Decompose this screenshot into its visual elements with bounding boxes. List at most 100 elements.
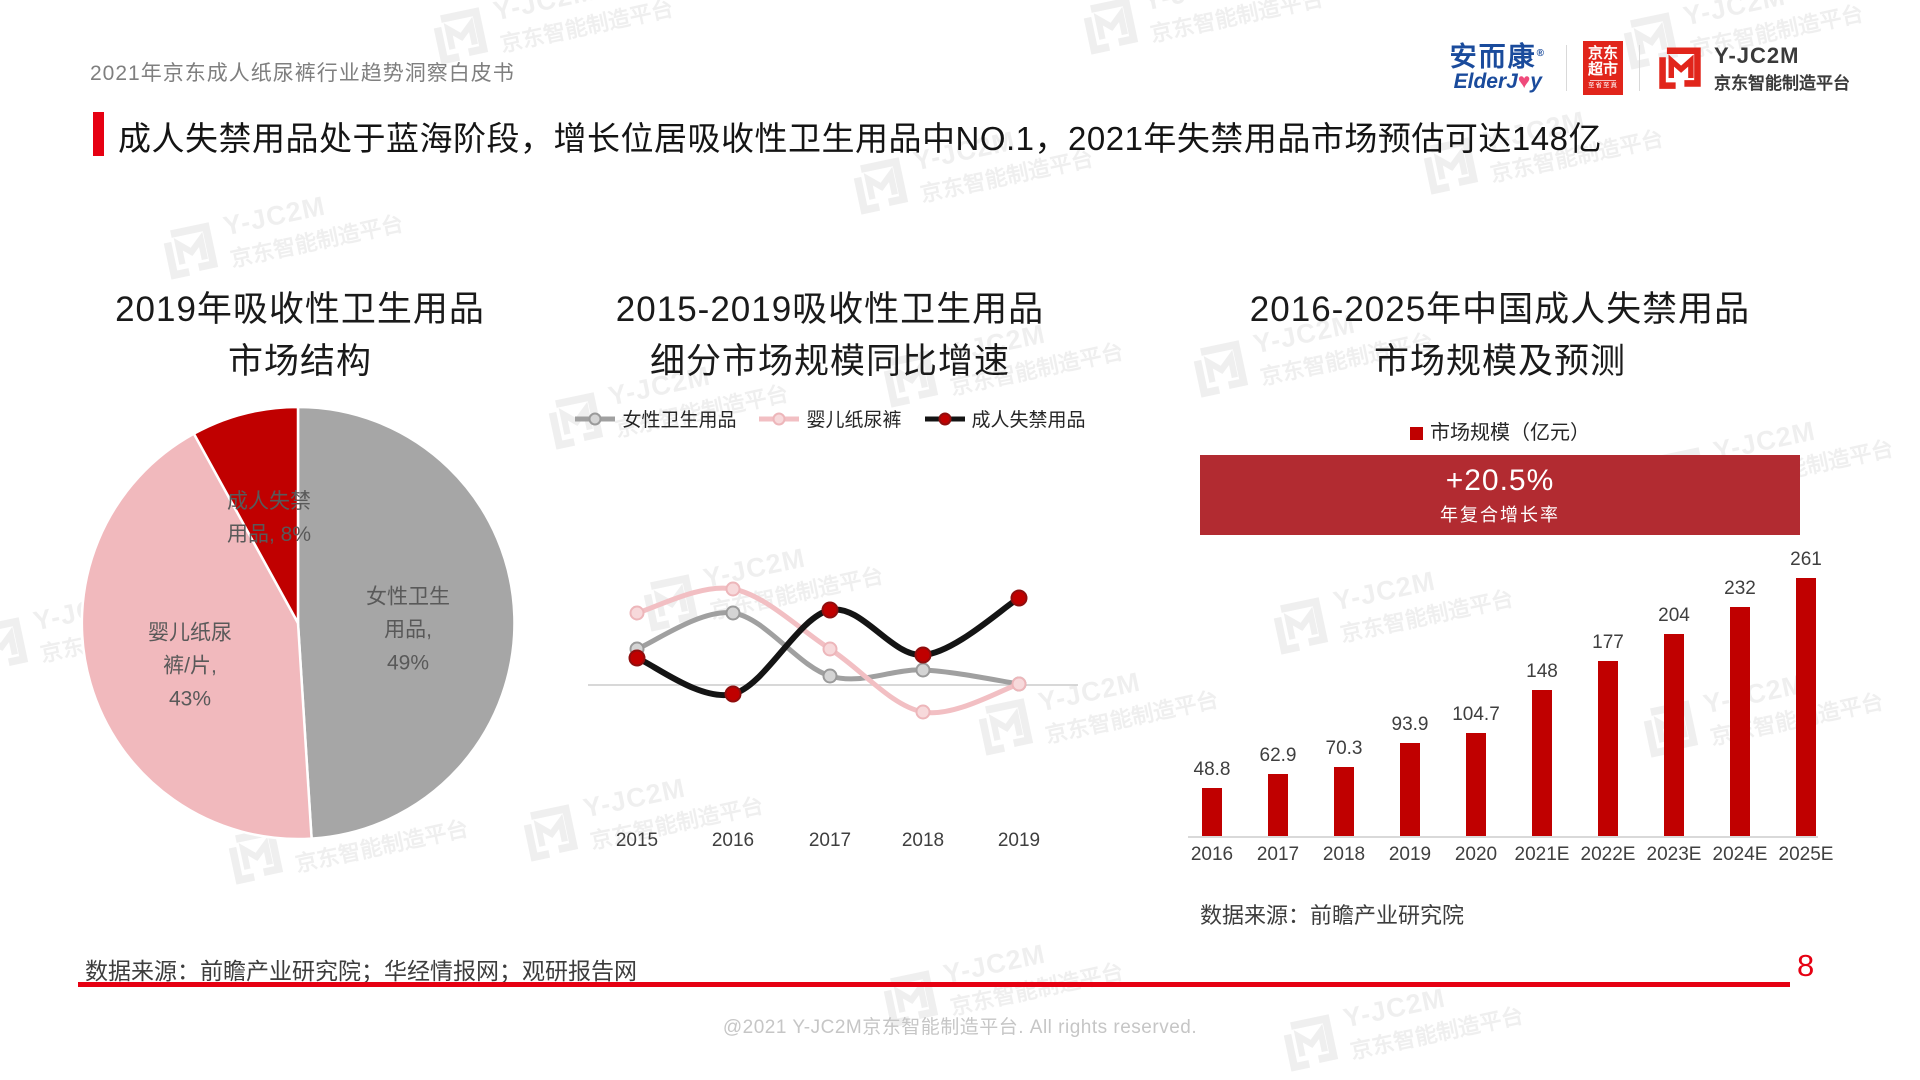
line-data-point bbox=[628, 649, 646, 667]
line-x-axis-label: 2015 bbox=[615, 830, 659, 851]
bar bbox=[1334, 767, 1354, 836]
pie-slice bbox=[296, 405, 516, 840]
bar-value-label: 104.7 bbox=[1452, 704, 1500, 725]
bar-chart-title: 2016-2025年中国成人失禁用品 市场规模及预测 bbox=[1190, 284, 1810, 388]
elderjoy-logo: 安而康® ElderJ♥y bbox=[1450, 43, 1566, 93]
bar-value-label: 48.8 bbox=[1193, 759, 1231, 780]
pie-slice-label: 女性卫生 用品, 49% bbox=[366, 585, 450, 675]
line-data-point bbox=[915, 704, 931, 720]
bar bbox=[1202, 788, 1222, 836]
bar-axis-label: 2018 bbox=[1322, 844, 1366, 865]
bar-slot: 104.7 2020 bbox=[1443, 560, 1509, 865]
line-data-point bbox=[1010, 589, 1028, 607]
cagr-label: 年复合增长率 bbox=[1440, 505, 1560, 525]
legend-label: 成人失禁用品 bbox=[971, 410, 1086, 431]
line-data-point bbox=[914, 646, 932, 664]
legend-label: 婴儿纸尿裤 bbox=[806, 410, 902, 431]
bar bbox=[1796, 578, 1816, 836]
legend-marker-icon bbox=[924, 412, 965, 425]
line-chart bbox=[588, 581, 1078, 720]
legend-marker-icon bbox=[759, 412, 800, 425]
yjc2m-logo: Y-JC2M 京东智能制造平台 bbox=[1656, 42, 1850, 95]
yjc2m-name: Y-JC2M bbox=[1714, 42, 1800, 68]
bar-value-label: 62.9 bbox=[1259, 745, 1297, 766]
line-data-point bbox=[725, 581, 741, 597]
line-chart-legend: 女性卫生用品 婴儿纸尿裤 成人失禁用品 bbox=[540, 405, 1120, 432]
bar-slot: 261 2025E bbox=[1773, 549, 1839, 865]
line-x-axis-label: 2016 bbox=[711, 830, 755, 851]
bar-axis-label: 2016 bbox=[1190, 844, 1234, 865]
line-x-axis-label: 2019 bbox=[997, 830, 1041, 851]
bar-slot: 148 2021E bbox=[1509, 560, 1575, 865]
cagr-banner: +20.5% 年复合增长率 bbox=[1200, 455, 1800, 535]
yjc2m-mark-icon bbox=[1656, 42, 1704, 95]
copyright: @2021 Y-JC2M京东智能制造平台. All rights reserve… bbox=[722, 1017, 1198, 1038]
bar-value-label: 148 bbox=[1526, 661, 1558, 682]
bar-slot: 177 2022E bbox=[1575, 560, 1641, 865]
bar-axis-label: 2023E bbox=[1646, 844, 1702, 865]
registered-mark-icon: ® bbox=[1536, 47, 1546, 59]
line-data-point bbox=[724, 685, 742, 703]
bar-chart-plot: 48.8 2016 62.9 2017 70.3 2018 93.9 2019 104.7 202… bbox=[1188, 549, 1833, 865]
bar bbox=[1400, 743, 1420, 836]
bar-value-label: 93.9 bbox=[1391, 714, 1429, 735]
yjc2m-subtitle: 京东智能制造平台 bbox=[1714, 73, 1850, 93]
jd-badge-line1: 京东 bbox=[1587, 45, 1618, 63]
bar bbox=[1466, 733, 1486, 836]
bar-title-line1: 2016-2025年中国成人失禁用品 bbox=[1249, 290, 1751, 329]
line-data-point bbox=[629, 605, 645, 621]
pie-title-line2: 市场结构 bbox=[227, 342, 372, 381]
legend-label: 女性卫生用品 bbox=[622, 410, 737, 431]
legend-item: 女性卫生用品 bbox=[574, 405, 736, 432]
line-data-point bbox=[1011, 676, 1027, 692]
logo-divider bbox=[1566, 45, 1567, 91]
bar-axis-label: 2022E bbox=[1580, 844, 1636, 865]
line-x-axis-label: 2017 bbox=[808, 830, 852, 851]
bar-axis-label: 2025E bbox=[1778, 844, 1834, 865]
bar-slot: 93.9 2019 bbox=[1377, 560, 1443, 865]
bar bbox=[1664, 634, 1684, 836]
bar-axis-label: 2019 bbox=[1388, 844, 1432, 865]
bar bbox=[1730, 607, 1750, 836]
bar-value-label: 261 bbox=[1790, 549, 1822, 570]
bar-slot: 232 2024E bbox=[1707, 560, 1773, 865]
doc-title: 2021年京东成人纸尿裤行业趋势洞察白皮书 bbox=[90, 62, 515, 85]
bar-legend-label: 市场规模（亿元） bbox=[1430, 422, 1590, 444]
jd-badge-line2: 超市 bbox=[1587, 61, 1618, 79]
pie-slice-label: 婴儿纸尿 裤/片, 43% bbox=[148, 621, 232, 711]
page-number: 8 bbox=[1797, 948, 1815, 983]
legend-swatch-icon bbox=[1410, 427, 1423, 440]
elderjoy-en-label: ElderJ♥y bbox=[1453, 70, 1542, 94]
bar-slot: 62.9 2017 bbox=[1245, 560, 1311, 865]
line-chart-title: 2015-2019吸收性卫生用品 细分市场规模同比增速 bbox=[560, 284, 1100, 388]
legend-item: 婴儿纸尿裤 bbox=[758, 405, 902, 432]
line-title-line1: 2015-2019吸收性卫生用品 bbox=[615, 290, 1045, 329]
bar-title-line2: 市场规模及预测 bbox=[1373, 342, 1626, 381]
bar-value-label: 177 bbox=[1592, 632, 1624, 653]
line-data-point bbox=[915, 662, 931, 678]
logo-group: 安而康® ElderJ♥y 京东 超市 至省至真 Y-JC2M 京东智能制造平台 bbox=[1450, 38, 1850, 98]
yjc2m-watermark-icon bbox=[0, 610, 34, 681]
footer-source: 数据来源：前瞻产业研究院；华经情报网；观研报告网 bbox=[85, 958, 637, 984]
bar-value-label: 70.3 bbox=[1325, 738, 1363, 759]
yjc2m-watermark-icon bbox=[1076, 0, 1143, 61]
bar-chart-source: 数据来源：前瞻产业研究院 bbox=[1200, 903, 1465, 928]
yjc2m-watermark-icon bbox=[846, 150, 913, 221]
bar-chart-legend: 市场规模（亿元） bbox=[1200, 416, 1800, 445]
bar-axis-label: 2020 bbox=[1454, 844, 1498, 865]
yjc2m-watermark-icon bbox=[156, 215, 223, 286]
line-x-axis-label: 2018 bbox=[901, 830, 945, 851]
line-data-point bbox=[822, 668, 838, 684]
line-data-point bbox=[821, 601, 839, 619]
line-title-line2: 细分市场规模同比增速 bbox=[649, 342, 1010, 381]
bar-axis-label: 2024E bbox=[1712, 844, 1768, 865]
pie-chart bbox=[80, 405, 516, 841]
heart-icon: ♥ bbox=[1517, 70, 1531, 94]
bar-value-label: 204 bbox=[1658, 605, 1690, 626]
jd-badge-slogan: 至省至真 bbox=[1588, 81, 1618, 89]
cagr-value: +20.5% bbox=[1445, 464, 1555, 497]
pie-slice bbox=[192, 405, 300, 624]
pie-title-line1: 2019年吸收性卫生用品 bbox=[115, 290, 485, 329]
